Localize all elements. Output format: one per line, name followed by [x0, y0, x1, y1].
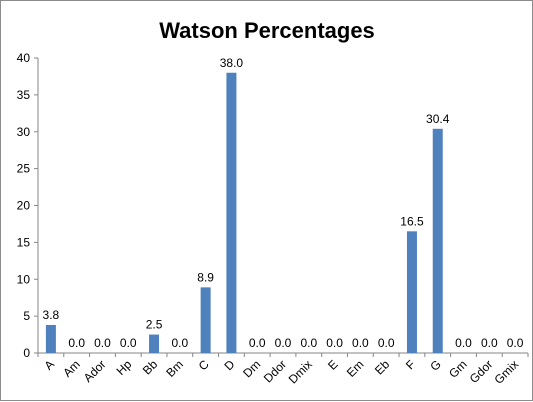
bar-A	[45, 324, 56, 353]
x-tick-label: Dmix	[286, 357, 315, 386]
data-label-Bb: 2.5	[146, 318, 163, 332]
x-tick-label: Em	[344, 357, 367, 380]
x-tick-label: Bb	[140, 357, 161, 378]
data-labels: 3.8 0.0 0.0 0.0 2.5 0.0 8.9 38.0 0.0 0.0 0.0 0.0 0.0…	[43, 56, 524, 350]
y-tick-label: 40	[17, 51, 31, 65]
x-tick-label: Gm	[446, 357, 470, 381]
data-label-D: 38.0	[220, 56, 244, 70]
data-label-Ador: 0.0	[94, 336, 111, 350]
data-label-C: 8.9	[197, 270, 214, 284]
data-label-G: 30.4	[426, 112, 450, 126]
data-label-Gmix: 0.0	[507, 336, 524, 350]
data-label-F: 16.5	[400, 214, 424, 228]
x-tick-label: E	[325, 357, 341, 373]
y-tick-label: 5	[23, 309, 30, 323]
x-tick-label: D	[222, 357, 238, 373]
data-label-Dmix: 0.0	[300, 336, 317, 350]
x-tick-label: Gmix	[492, 357, 522, 387]
y-tick-label: 0	[23, 346, 30, 360]
bar-series	[45, 72, 443, 353]
x-tick-label: Bm	[163, 357, 186, 380]
data-label-Bm: 0.0	[171, 336, 188, 350]
y-tick-label: 25	[17, 162, 31, 176]
data-label-Am: 0.0	[68, 336, 85, 350]
bar-Bb	[149, 334, 160, 353]
y-tick-label: 30	[17, 125, 31, 139]
data-label-E: 0.0	[326, 336, 343, 350]
data-label-Ddor: 0.0	[275, 336, 292, 350]
y-tick-label: 10	[17, 272, 31, 286]
chart-title: Watson Percentages	[159, 18, 375, 43]
x-tick-label: Gdor	[467, 357, 496, 386]
x-tick-label: C	[196, 357, 212, 373]
x-tick-label: Ddor	[261, 357, 289, 385]
x-tick-label: Ador	[81, 357, 109, 385]
bar-C	[200, 287, 211, 353]
bar-D	[226, 72, 237, 353]
bar-G	[432, 128, 443, 353]
x-tick-label: Am	[60, 357, 83, 380]
data-label-Em: 0.0	[352, 336, 369, 350]
x-tick-label: F	[403, 357, 418, 372]
data-label-A: 3.8	[43, 308, 60, 322]
y-axis-ticks: 0 5 10 15 20 25 30 35 40	[17, 51, 38, 360]
x-tick-label: Dm	[240, 357, 263, 380]
x-tick-label: A	[41, 357, 57, 373]
data-label-Gdor: 0.0	[481, 336, 498, 350]
bar-F	[406, 231, 417, 353]
x-tick-label: Hp	[114, 357, 135, 378]
data-label-Dm: 0.0	[249, 336, 266, 350]
y-tick-label: 20	[17, 199, 31, 213]
data-label-Eb: 0.0	[378, 336, 395, 350]
x-tick-label: G	[427, 357, 444, 374]
y-tick-label: 35	[17, 88, 31, 102]
y-tick-label: 15	[17, 235, 31, 249]
x-tick-label: Eb	[372, 357, 393, 378]
data-label-Gm: 0.0	[455, 336, 472, 350]
data-label-Hp: 0.0	[120, 336, 137, 350]
